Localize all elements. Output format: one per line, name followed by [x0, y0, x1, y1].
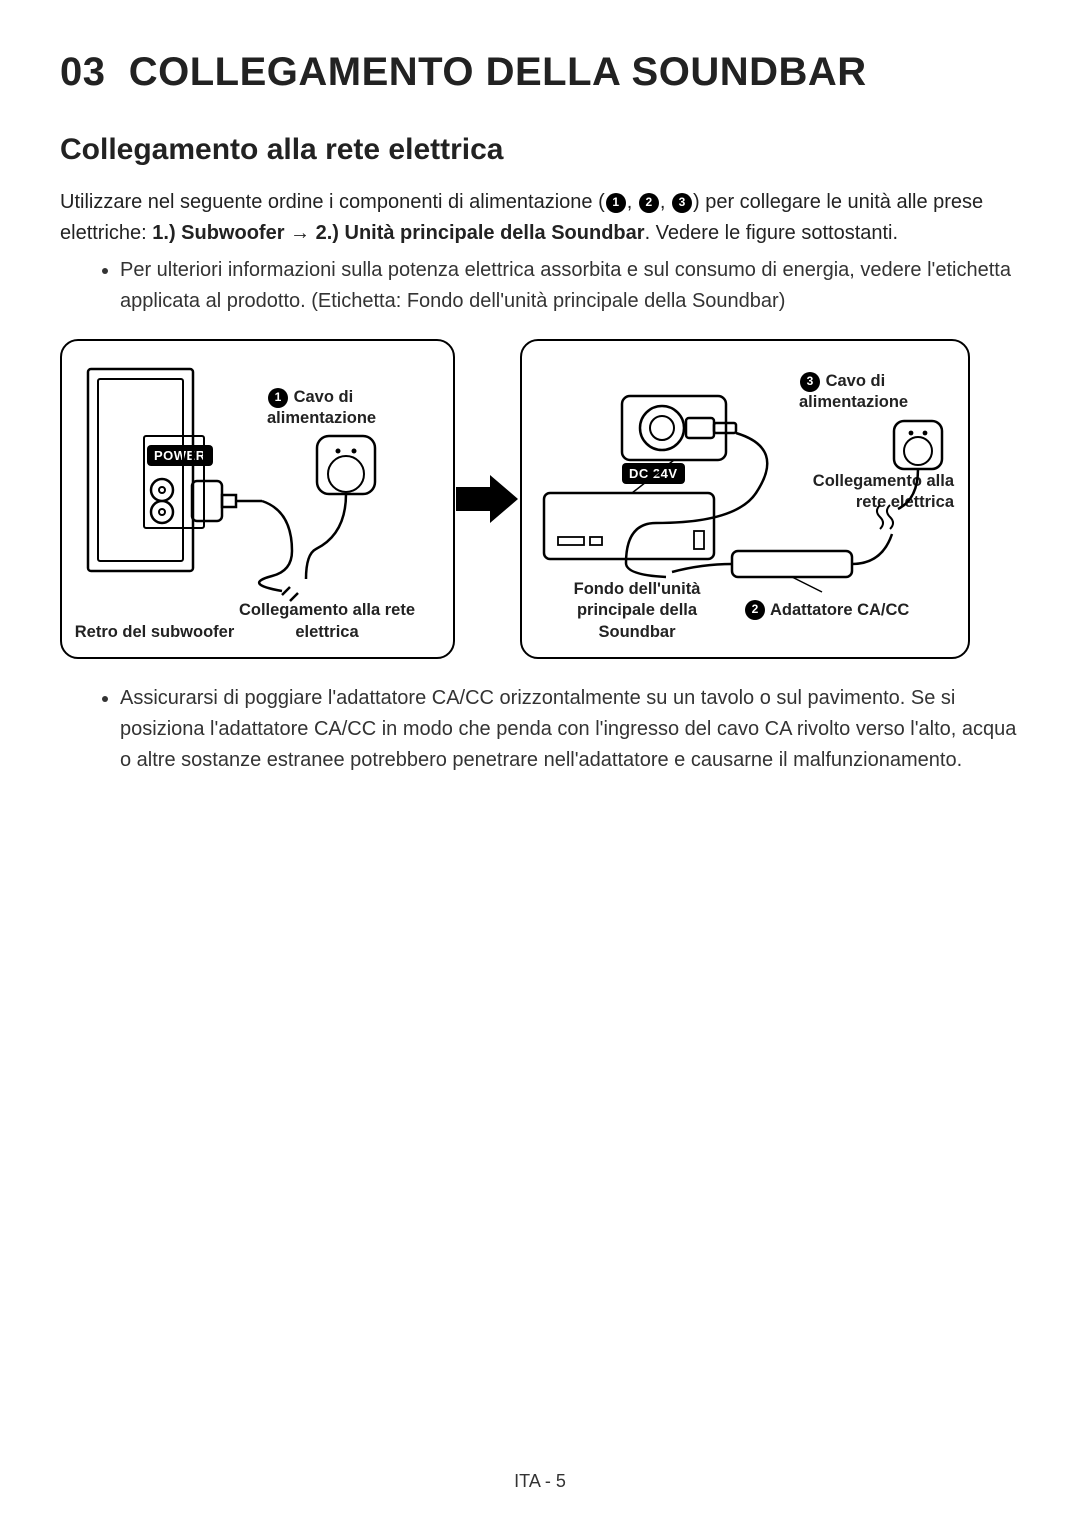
- bullet-item-1: Per ulteriori informazioni sulla potenza…: [120, 255, 1020, 317]
- section-title-text: COLLEGAMENTO DELLA SOUNDBAR: [129, 50, 867, 94]
- intro-prefix: Utilizzare nel seguente ordine i compone…: [60, 191, 605, 213]
- bullet-list-1: Per ulteriori informazioni sulla potenza…: [60, 255, 1020, 317]
- intro-paragraph: Utilizzare nel seguente ordine i compone…: [60, 187, 1020, 249]
- intro-trailing: . Vedere le figure sottostanti.: [645, 222, 899, 244]
- intro-sep2: ,: [660, 191, 671, 213]
- circle-1-icon: 1: [606, 193, 626, 213]
- intro-order: 1.) Subwoofer → 2.) Unità principale del…: [152, 222, 644, 244]
- diagram-row: 1 Cavo di alimentazione POWER Retro del …: [60, 339, 1020, 659]
- arrow-between: [455, 339, 520, 659]
- right-diagram-svg: [522, 341, 972, 661]
- left-diagram-svg: [62, 341, 457, 661]
- section-number: 03: [60, 50, 106, 94]
- circle-3-icon: 3: [672, 193, 692, 213]
- footer-label: ITA - 5: [514, 1471, 566, 1491]
- bullet-list-2: Assicurarsi di poggiare l'adattatore CA/…: [60, 683, 1020, 776]
- diagram-left-box: 1 Cavo di alimentazione POWER Retro del …: [60, 339, 455, 659]
- intro-sep1: ,: [627, 191, 638, 213]
- section-title: 03 COLLEGAMENTO DELLA SOUNDBAR: [60, 50, 1020, 95]
- arrow-icon: [456, 469, 520, 529]
- circle-2-icon: 2: [639, 193, 659, 213]
- bullet-item-2: Assicurarsi di poggiare l'adattatore CA/…: [120, 683, 1020, 776]
- subsection-title: Collegamento alla rete elettrica: [60, 133, 1020, 167]
- page-footer: ITA - 5: [0, 1471, 1080, 1492]
- diagram-right-box: 3 Cavo di alimentazione Collegamento all…: [520, 339, 970, 659]
